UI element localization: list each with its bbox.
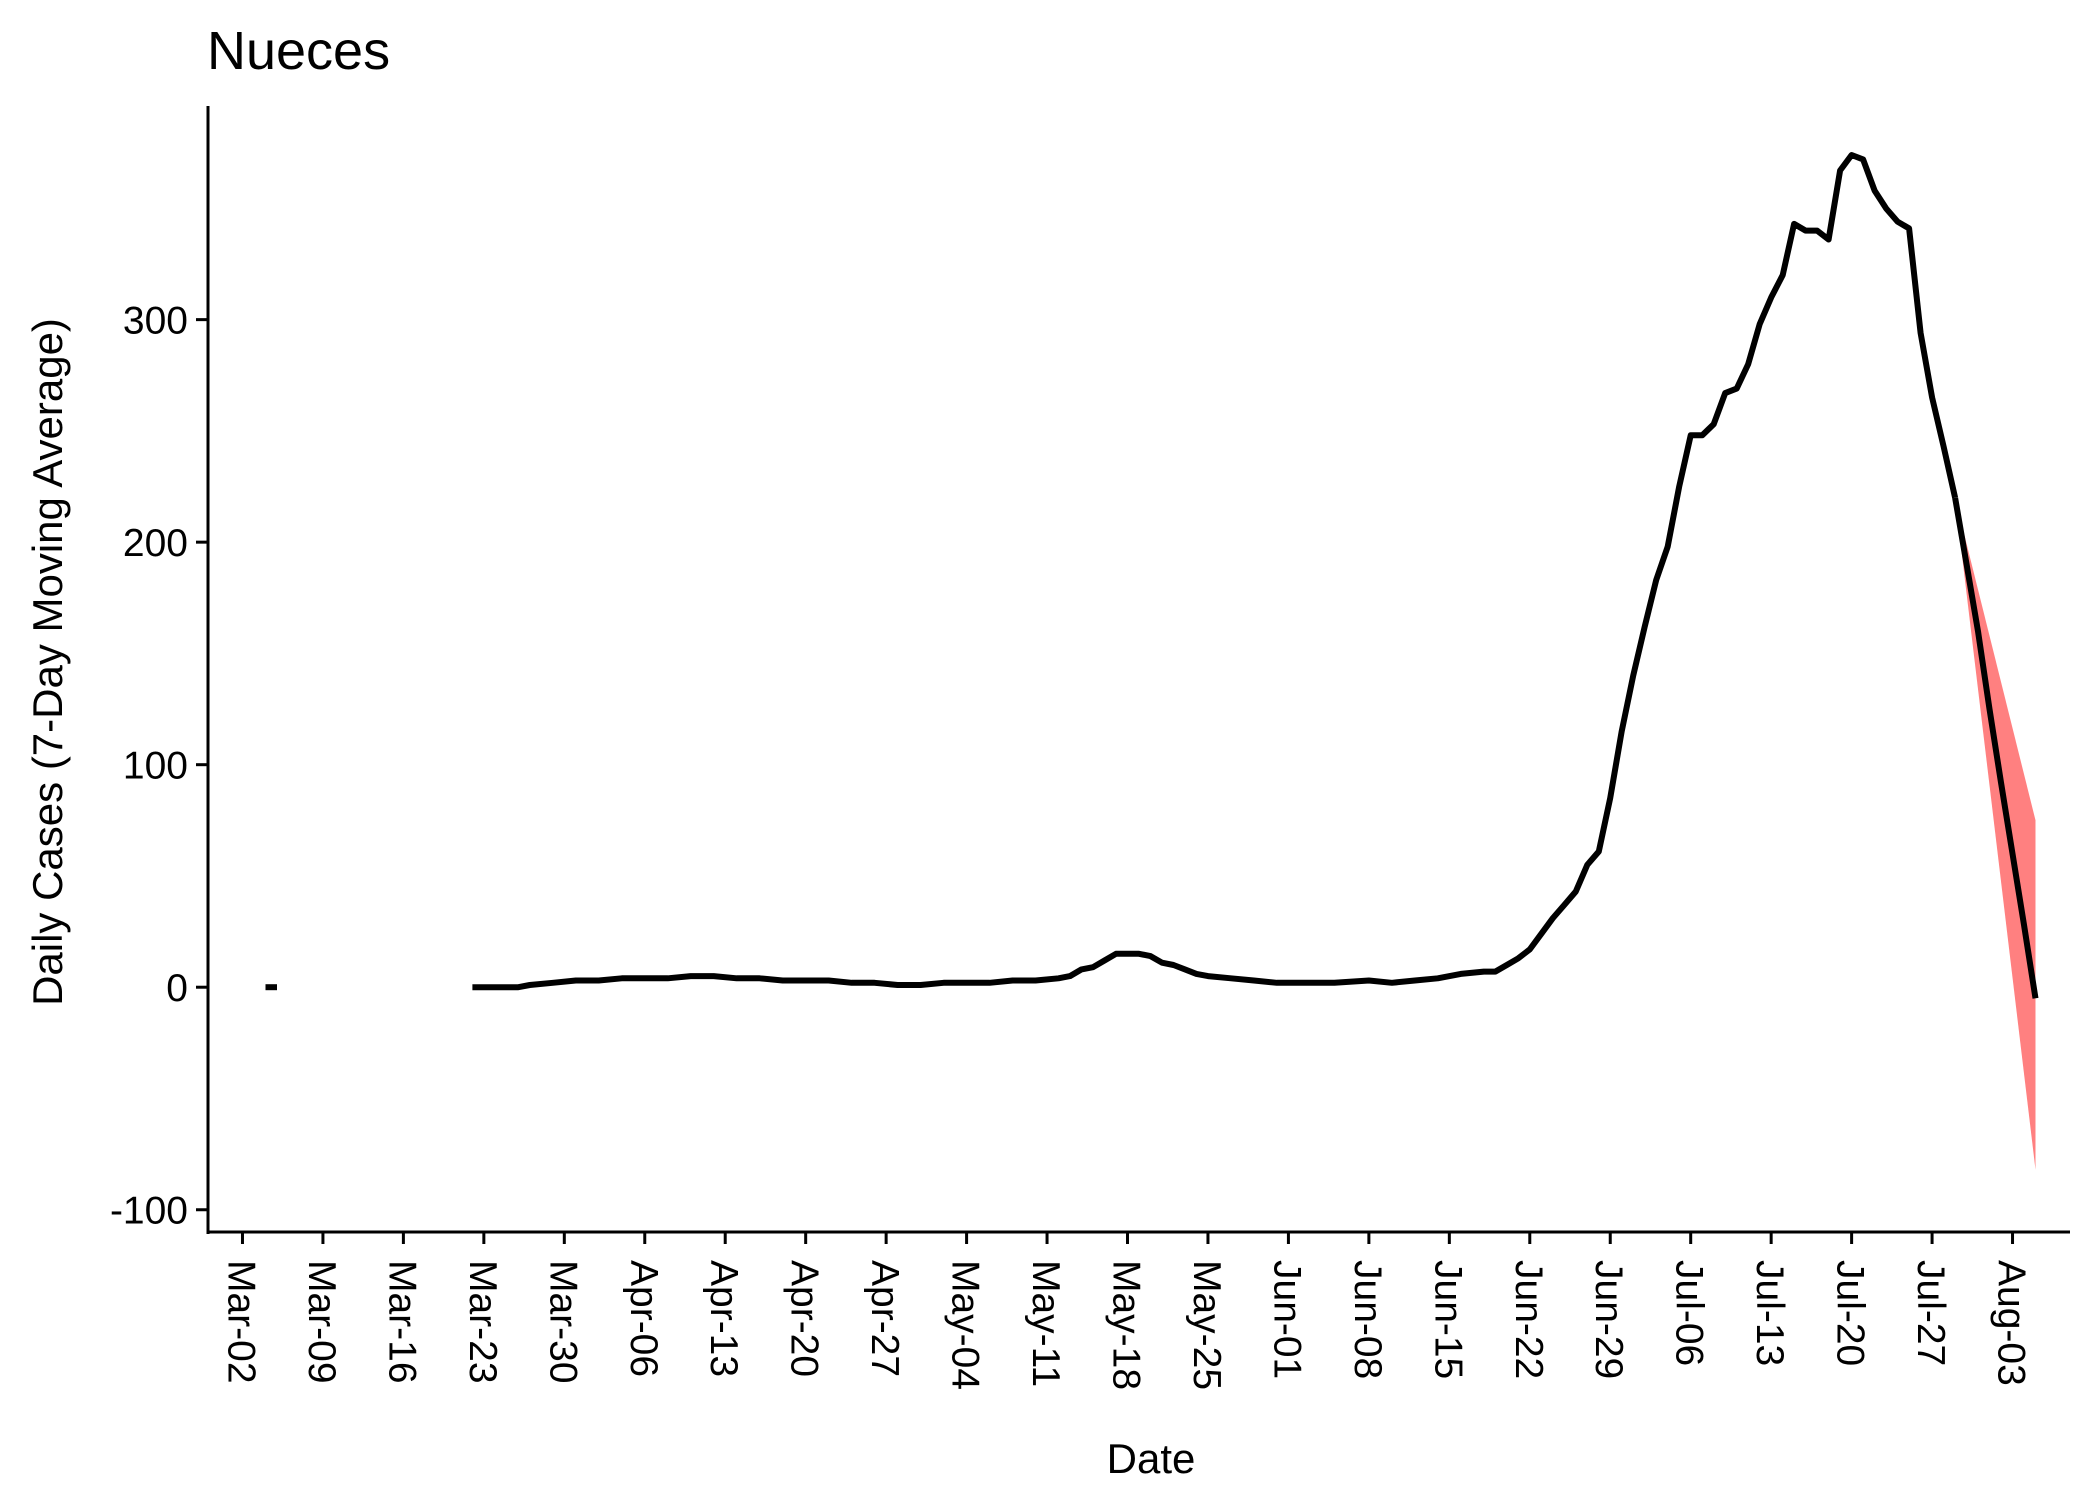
x-tick-label: May-18: [1105, 1260, 1148, 1390]
x-axis-label: Date: [1107, 1435, 1196, 1482]
x-tick-label: Jun-15: [1426, 1260, 1469, 1379]
x-axis-ticks: Mar-02 Mar-09 Mar-16 Mar-23 Mar-30 Apr-06 Apr-…: [220, 1232, 2033, 1390]
x-tick-label: Aug-03: [1990, 1260, 2033, 1386]
x-tick-label: Mar-02: [220, 1260, 263, 1384]
prediction-ribbon: [1955, 497, 2036, 1170]
x-tick-label: Jun-08: [1346, 1260, 1389, 1379]
plot-area: [265, 152, 2039, 1170]
x-tick-label: Jun-01: [1265, 1260, 1308, 1379]
y-tick-label: 100: [123, 745, 188, 788]
y-tick-label: -100: [110, 1190, 188, 1233]
x-tick-label: Apr-06: [622, 1260, 665, 1377]
y-tick-label: 0: [166, 967, 188, 1010]
x-tick-label: Apr-13: [702, 1260, 745, 1377]
chart-title: Nueces: [207, 21, 390, 81]
x-tick-label: May-11: [1024, 1260, 1067, 1387]
x-tick-label: Apr-20: [783, 1260, 826, 1377]
x-tick-label: Mar-23: [461, 1260, 504, 1384]
x-tick-label: Jul-27: [1909, 1260, 1952, 1366]
x-tick-label: Jun-29: [1587, 1260, 1630, 1379]
x-tick-label: Mar-09: [300, 1260, 343, 1384]
x-tick-label: Jun-22: [1507, 1260, 1550, 1379]
y-tick-label: 200: [123, 522, 188, 565]
x-tick-label: May-25: [1185, 1260, 1228, 1390]
y-axis-label: Daily Cases (7-Day Moving Average): [24, 318, 71, 1006]
x-tick-label: Jul-20: [1829, 1260, 1872, 1366]
x-tick-label: May-04: [944, 1260, 987, 1390]
x-tick-label: Mar-16: [380, 1260, 423, 1384]
observed-line-segment-1: [472, 152, 1959, 991]
x-tick-label: Jul-06: [1668, 1260, 1711, 1366]
x-tick-label: Jul-13: [1748, 1260, 1791, 1366]
x-tick-label: Apr-27: [863, 1260, 906, 1377]
y-axis-ticks: -100 0 100 200 300: [110, 300, 208, 1233]
projection-line: [1952, 497, 2039, 999]
y-tick-label: 300: [123, 300, 188, 343]
x-tick-label: Mar-30: [541, 1260, 584, 1384]
